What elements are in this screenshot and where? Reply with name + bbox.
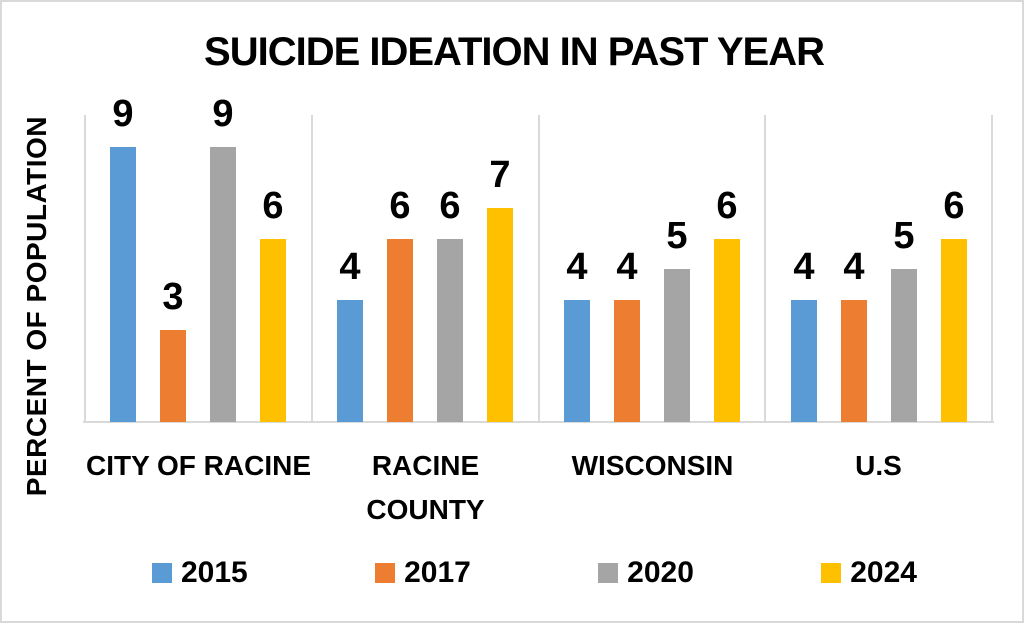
bar-value-label: 5 <box>893 215 915 257</box>
bar-2017-wisconsin <box>614 300 640 422</box>
bar-value-label: 9 <box>112 93 134 135</box>
bar-value-label: 6 <box>389 185 411 227</box>
bar-2020-racine-county <box>437 239 463 422</box>
bar-value-label: 4 <box>616 246 638 288</box>
bar-value-label: 7 <box>489 154 511 196</box>
bar-2015-city-of-racine <box>110 147 136 422</box>
legend-swatch-2017 <box>375 563 396 583</box>
legend-swatch-2020 <box>598 563 619 583</box>
x-axis-line <box>83 421 994 423</box>
x-axis-category-label: RACINE COUNTY <box>312 444 539 532</box>
bar-value-label: 4 <box>793 246 815 288</box>
bar-2024-wisconsin <box>714 239 740 422</box>
bar-2015-wisconsin <box>564 300 590 422</box>
bar-value-label: 4 <box>843 246 865 288</box>
bar-2020-wisconsin <box>664 269 690 422</box>
y-axis-line <box>84 115 86 422</box>
bar-value-label: 6 <box>943 185 965 227</box>
bar-value-label: 9 <box>212 93 234 135</box>
legend-swatch-2024 <box>821 563 842 583</box>
bar-2020-u-s <box>891 269 917 422</box>
bar-2017-city-of-racine <box>160 330 186 422</box>
x-axis-category-label: WISCONSIN <box>539 444 766 488</box>
bar-2020-city-of-racine <box>210 147 236 422</box>
bar-2017-u-s <box>841 300 867 422</box>
x-axis-category-label-line: U.S <box>855 450 902 481</box>
legend: 2015 2017 2020 2024 <box>152 553 917 593</box>
bar-value-label: 6 <box>439 185 461 227</box>
category-separator-line <box>538 115 540 422</box>
x-axis-category-label-line: WISCONSIN <box>571 450 734 481</box>
category-separator-line <box>311 115 313 422</box>
x-axis-category-label: CITY OF RACINE <box>85 444 312 488</box>
legend-item-2017: 2017 <box>375 553 471 593</box>
bar-value-label: 6 <box>262 185 284 227</box>
legend-label-2015: 2015 <box>181 556 248 589</box>
x-axis-category-label-line: CITY OF RACINE <box>85 450 312 481</box>
bar-value-label: 6 <box>716 185 738 227</box>
bar-value-label: 4 <box>566 246 588 288</box>
chart-title: SUICIDE IDEATION IN PAST YEAR <box>204 30 825 74</box>
bar-2015-u-s <box>791 300 817 422</box>
bar-value-label: 5 <box>666 215 688 257</box>
bar-value-label: 3 <box>162 276 184 318</box>
legend-label-2017: 2017 <box>404 556 471 589</box>
legend-item-2020: 2020 <box>598 553 694 593</box>
x-axis-labels: CITY OF RACINE RACINE COUNTY WISCONSIN U.S <box>2 444 1022 544</box>
legend-label-2020: 2020 <box>627 556 694 589</box>
bar-2024-city-of-racine <box>260 239 286 422</box>
bar-2024-u-s <box>941 239 967 422</box>
x-axis-category-label-line: COUNTY <box>366 494 485 525</box>
legend-item-2024: 2024 <box>821 553 917 593</box>
bar-value-label: 4 <box>339 246 361 288</box>
bar-2017-racine-county <box>387 239 413 422</box>
legend-swatch-2015 <box>152 563 172 583</box>
bar-2015-racine-county <box>337 300 363 422</box>
x-axis-category-label-line: RACINE <box>371 450 480 481</box>
category-separator-line <box>991 115 993 422</box>
legend-label-2024: 2024 <box>850 556 917 589</box>
category-separator-line <box>764 115 766 422</box>
bar-2024-racine-county <box>487 208 513 422</box>
legend-item-2015: 2015 <box>152 553 248 593</box>
x-axis-category-label: U.S <box>765 444 992 488</box>
